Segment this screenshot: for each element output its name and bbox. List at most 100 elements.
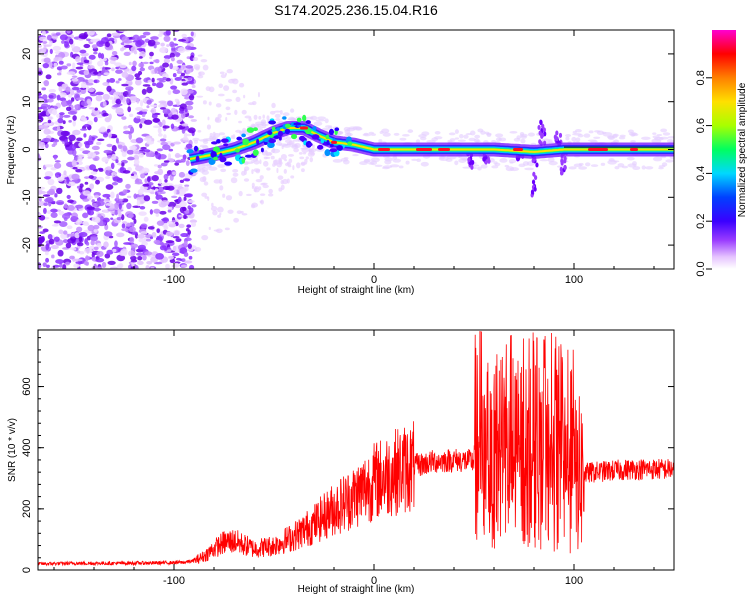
haze-blob bbox=[660, 128, 668, 133]
noise-blob bbox=[96, 250, 104, 257]
noise-blob bbox=[185, 100, 194, 106]
noise-blob bbox=[42, 94, 48, 100]
noise-blob bbox=[174, 51, 181, 58]
snr-ytick-label: 600 bbox=[21, 377, 33, 395]
noise-blob bbox=[197, 54, 203, 57]
haze-blob bbox=[206, 163, 212, 169]
ridge-blob bbox=[236, 136, 243, 141]
noise-blob bbox=[288, 165, 292, 168]
noise-blob bbox=[115, 80, 120, 84]
noise-blob bbox=[47, 116, 54, 120]
noise-blob bbox=[280, 184, 285, 191]
noise-blob bbox=[188, 115, 195, 119]
noise-blob bbox=[51, 254, 55, 259]
noise-blob bbox=[53, 220, 62, 224]
noise-blob bbox=[85, 255, 89, 262]
noise-blob bbox=[154, 59, 160, 64]
noise-blob bbox=[95, 91, 104, 96]
haze-blob bbox=[242, 130, 247, 133]
noise-blob bbox=[195, 66, 200, 71]
haze-blob bbox=[658, 165, 666, 168]
noise-blob bbox=[262, 184, 269, 189]
haze-blob bbox=[307, 148, 317, 153]
noise-blob bbox=[47, 210, 52, 214]
haze-blob bbox=[343, 126, 351, 132]
haze-blob bbox=[600, 162, 606, 166]
noise-blob bbox=[55, 259, 64, 264]
ridge-blob bbox=[271, 126, 276, 131]
noise-blob bbox=[275, 118, 281, 121]
ridge-blob bbox=[216, 138, 221, 144]
noise-blob bbox=[238, 190, 243, 197]
haze-blob bbox=[378, 139, 383, 143]
noise-blob bbox=[59, 92, 67, 98]
noise-blob bbox=[66, 30, 71, 34]
noise-blob bbox=[232, 134, 236, 140]
noise-blob bbox=[155, 253, 164, 260]
noise-blob bbox=[234, 109, 238, 116]
haze-blob bbox=[438, 156, 449, 162]
noise-blob bbox=[183, 240, 188, 247]
haze-blob bbox=[474, 134, 481, 139]
noise-blob bbox=[71, 86, 80, 91]
ridge-blob bbox=[208, 158, 216, 165]
haze-blob bbox=[509, 131, 518, 134]
noise-blob bbox=[103, 72, 110, 76]
noise-blob bbox=[173, 188, 177, 195]
noise-blob bbox=[71, 46, 81, 53]
noise-blob bbox=[75, 97, 85, 101]
noise-blob bbox=[45, 74, 52, 80]
noise-blob bbox=[158, 178, 162, 185]
noise-blob bbox=[122, 145, 128, 152]
noise-blob bbox=[38, 141, 43, 147]
haze-blob bbox=[392, 155, 398, 160]
noise-blob bbox=[38, 236, 45, 243]
noise-blob bbox=[67, 238, 76, 244]
spectral-ridge bbox=[185, 114, 674, 198]
noise-blob bbox=[159, 47, 168, 54]
noise-blob bbox=[212, 210, 218, 216]
noise-blob bbox=[120, 214, 125, 221]
noise-blob bbox=[158, 100, 167, 104]
noise-blob bbox=[187, 127, 196, 134]
noise-blob bbox=[185, 228, 190, 232]
haze-blob bbox=[288, 116, 296, 121]
noise-blob bbox=[67, 99, 72, 107]
noise-blob bbox=[283, 168, 287, 174]
noise-blob bbox=[120, 47, 125, 52]
noise-blob bbox=[213, 229, 220, 232]
noise-blob bbox=[269, 110, 276, 115]
noise-blob bbox=[56, 72, 62, 76]
haze-blob bbox=[342, 159, 350, 165]
noise-blob bbox=[146, 176, 151, 183]
noise-blob bbox=[140, 223, 148, 229]
noise-blob bbox=[153, 44, 157, 49]
noise-blob bbox=[116, 254, 126, 262]
noise-blob bbox=[274, 113, 281, 119]
noise-blob bbox=[157, 164, 162, 169]
noise-blob bbox=[45, 257, 50, 263]
noise-blob bbox=[91, 145, 100, 151]
noise-blob bbox=[142, 149, 151, 153]
noise-blob bbox=[226, 69, 233, 74]
noise-blob bbox=[166, 109, 171, 114]
noise-blob bbox=[105, 205, 109, 209]
noise-blob bbox=[122, 189, 128, 195]
noise-blob bbox=[48, 89, 57, 93]
noise-blob bbox=[162, 125, 170, 129]
noise-blob bbox=[44, 251, 49, 256]
colorbar-tick-label: 0.0 bbox=[695, 261, 707, 276]
noise-blob bbox=[55, 199, 65, 206]
noise-blob bbox=[93, 246, 99, 251]
noise-blob bbox=[53, 162, 62, 169]
noise-blob bbox=[160, 242, 165, 246]
noise-blob bbox=[124, 40, 133, 44]
haze-blob bbox=[665, 159, 674, 163]
noise-blob bbox=[157, 127, 162, 134]
noise-blob bbox=[181, 128, 186, 134]
noise-blob bbox=[116, 232, 125, 238]
noise-blob bbox=[43, 45, 47, 52]
noise-blob bbox=[99, 111, 103, 115]
noise-blob bbox=[159, 121, 163, 127]
haze-blob bbox=[480, 130, 486, 135]
